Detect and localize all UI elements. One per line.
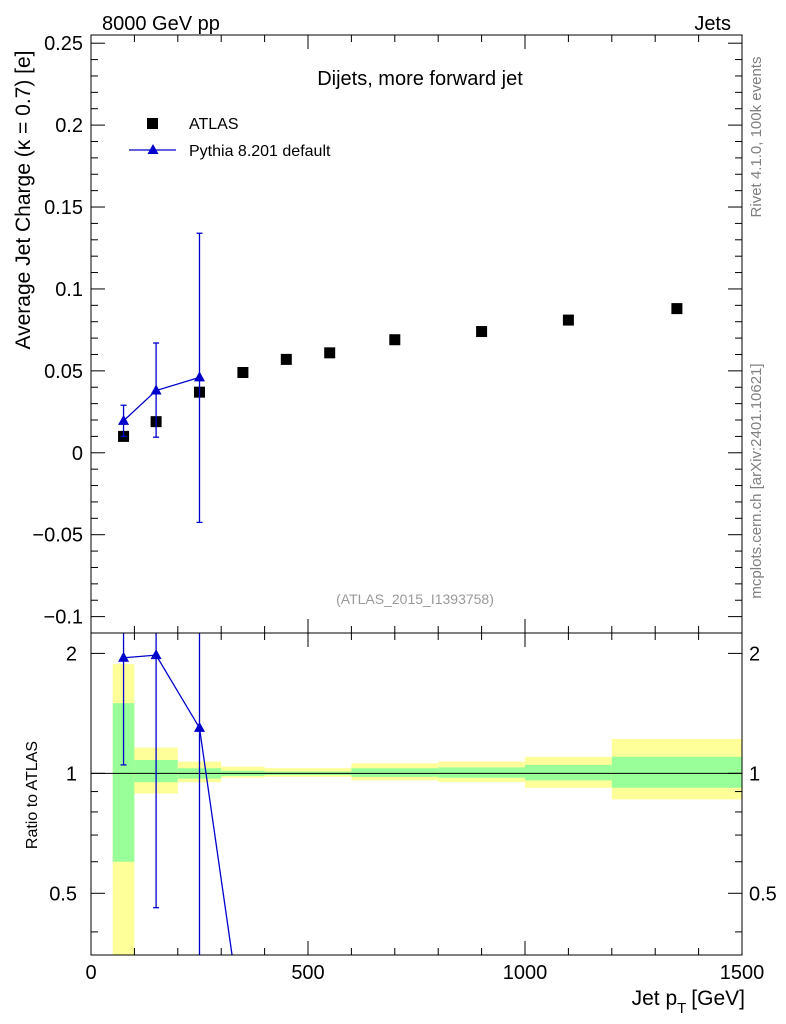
ratio-series	[118, 633, 233, 956]
atlas-data-point	[671, 303, 683, 315]
main-y-tick-label: 0.25	[44, 33, 83, 55]
x-axis-label-sub: T	[677, 1000, 686, 1017]
legend-pythia-marker	[147, 144, 159, 154]
ratio-pythia-line	[123, 654, 233, 956]
ratio-pythia-point	[118, 651, 130, 662]
ratio-stat-band	[611, 756, 742, 788]
main-series	[118, 232, 683, 524]
x-tick-label: 1000	[503, 962, 548, 984]
ratio-frame	[90, 632, 743, 956]
legend-atlas-marker	[147, 118, 158, 129]
ratio-uncertainty-bands	[112, 664, 742, 955]
ratio-y-tick-label-right: 1	[749, 763, 760, 785]
ratio-pythia-point	[150, 649, 162, 660]
ratio-y-tick-label-right: 2	[749, 643, 760, 665]
pythia-data-point	[194, 371, 205, 382]
x-tick-label: 0	[85, 962, 96, 984]
header-energy-label: 8000 GeV pp	[102, 13, 220, 35]
main-panel: −0.1 −0.05 0 0.05 0.1 0.15 0.2 0.25 Dijets, mor…	[12, 33, 743, 634]
main-title: Dijets, more forward jet	[317, 68, 523, 90]
main-y-axis-label: Average Jet Charge (κ = 0.7) [e]	[12, 50, 35, 349]
atlas-data-point	[280, 353, 292, 365]
x-tick-labels: 0 500 1000 1500	[85, 962, 764, 984]
ratio-y-tick-labels: 0.5 1 2	[49, 643, 77, 905]
atlas-data-point	[237, 367, 249, 379]
main-y-tick-label: 0	[72, 443, 83, 465]
main-y-tick-label: 0.05	[44, 361, 83, 383]
pythia-data-point	[150, 384, 162, 395]
analysis-id-label: (ATLAS_2015_I1393758)	[336, 591, 494, 607]
ratio-y-tick-label-right: 0.5	[749, 883, 777, 905]
ratio-stat-band	[525, 764, 612, 781]
legend-pythia-label: Pythia 8.201 default	[189, 143, 331, 160]
x-tick-label: 500	[291, 962, 324, 984]
source-label: mcplots.cern.ch [arXiv:2401.10621]	[748, 363, 765, 598]
pythia-line	[123, 376, 200, 422]
rivet-version-label: Rivet 4.1.0, 100k events	[748, 57, 765, 218]
legend: ATLAS Pythia 8.201 default	[129, 116, 331, 160]
x-axis-label-main: Jet p	[632, 987, 678, 1010]
ratio-pythia-point	[194, 721, 205, 732]
x-axis-label-unit: [GeV]	[691, 987, 745, 1010]
ratio-y-tick-labels-right: 0.5 1 2	[749, 643, 777, 905]
atlas-data-point	[476, 326, 488, 338]
main-y-tick-label: 0.1	[55, 279, 83, 301]
main-y-tick-label: 0.15	[44, 197, 83, 219]
main-y-tick-label: 0.2	[55, 115, 83, 137]
ratio-stat-band	[351, 768, 439, 777]
main-y-tick-labels: −0.1 −0.05 0 0.05 0.1 0.15 0.2 0.25	[32, 33, 83, 628]
legend-atlas-label: ATLAS	[189, 116, 239, 133]
ratio-y-tick-label: 0.5	[49, 883, 77, 905]
x-axis-label: Jet pT [GeV]	[632, 987, 745, 1017]
ratio-y-tick-label: 1	[66, 763, 77, 785]
main-y-tick-label: −0.05	[32, 525, 83, 547]
atlas-data-point	[389, 334, 401, 346]
pythia-data-point	[118, 414, 130, 425]
header-category-label: Jets	[694, 13, 731, 35]
ratio-y-tick-label: 2	[66, 643, 77, 665]
ratio-stat-band	[438, 767, 525, 778]
ratio-panel: 0.512 0.512 0 500 1000 1500 Ratio to ATLAS …	[24, 632, 777, 1017]
main-y-tick-label: −0.1	[44, 607, 83, 629]
ratio-y-axis-label: Ratio to ATLAS	[24, 741, 41, 849]
ratio-stat-band	[112, 703, 135, 862]
atlas-data-point	[562, 314, 574, 326]
atlas-data-point	[324, 347, 336, 359]
x-tick-label: 1500	[720, 962, 765, 984]
